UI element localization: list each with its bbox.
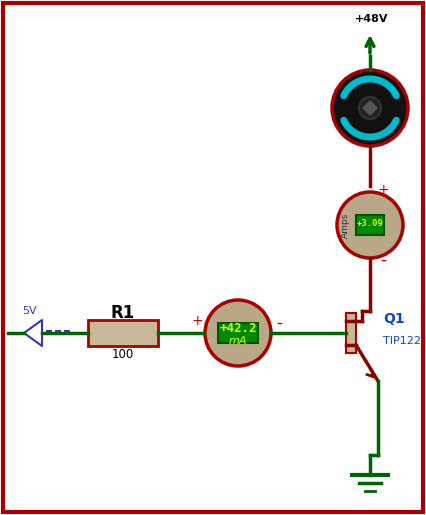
Text: 5V: 5V: [22, 306, 37, 316]
Text: Q1: Q1: [383, 312, 405, 326]
Circle shape: [205, 300, 271, 366]
Bar: [88, 320, 158, 346]
Circle shape: [337, 192, 403, 258]
Text: -: -: [276, 314, 282, 332]
Bar: [346, 313, 356, 353]
Text: mA: mA: [229, 336, 247, 346]
Text: +: +: [377, 183, 389, 197]
Text: +3.09: +3.09: [357, 218, 383, 228]
Bar: [356, 215, 384, 235]
Text: +48V: +48V: [355, 14, 389, 24]
Text: TIP122: TIP122: [383, 336, 421, 346]
Text: R1: R1: [111, 304, 135, 322]
Text: +: +: [191, 314, 203, 328]
Text: -: -: [380, 251, 386, 269]
Text: Amps: Amps: [340, 212, 349, 237]
Bar: [218, 323, 258, 343]
Polygon shape: [363, 101, 377, 115]
Circle shape: [332, 70, 408, 146]
Text: 100: 100: [112, 349, 134, 362]
Text: +42.2: +42.2: [219, 322, 257, 335]
Circle shape: [359, 97, 381, 119]
